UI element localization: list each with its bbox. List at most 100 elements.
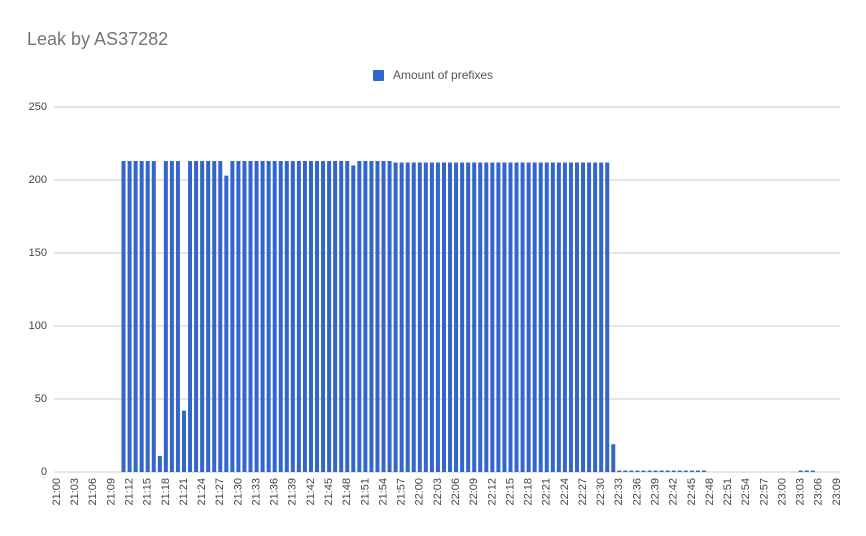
bar (212, 161, 217, 472)
bar (200, 161, 205, 472)
x-tick-label: 22:03 (432, 478, 444, 506)
x-tick-label: 22:39 (649, 478, 661, 506)
y-tick-label: 100 (29, 320, 47, 332)
bar (260, 161, 265, 472)
bar (532, 162, 537, 473)
bar (611, 444, 616, 472)
bar (466, 162, 471, 473)
bar (417, 162, 422, 473)
bar (605, 162, 610, 473)
bar (266, 161, 271, 472)
bar (302, 161, 307, 472)
bar (701, 470, 706, 472)
x-tick-label: 21:51 (359, 478, 371, 506)
bar (472, 162, 477, 473)
bar (145, 161, 150, 472)
x-tick-label: 23:00 (776, 478, 788, 506)
bar (194, 161, 199, 472)
bar (804, 470, 809, 472)
x-tick-label: 22:30 (595, 478, 607, 506)
bar (308, 161, 313, 472)
bar (454, 162, 459, 473)
bar (581, 162, 586, 473)
bar (157, 455, 162, 472)
bar (798, 470, 803, 472)
bar (423, 162, 428, 473)
bar (206, 161, 211, 472)
x-tick-label: 22:51 (722, 478, 734, 506)
bar (363, 161, 368, 472)
bar (327, 161, 332, 472)
x-tick-label: 21:06 (87, 478, 99, 506)
x-tick-label: 21:48 (341, 478, 353, 506)
x-tick-label: 21:39 (287, 478, 299, 506)
x-tick-label: 23:09 (831, 478, 843, 506)
bar (574, 162, 579, 473)
bar (405, 162, 410, 473)
bar (478, 162, 483, 473)
bar (345, 161, 350, 472)
bar (587, 162, 592, 473)
x-tick-label: 22:54 (740, 478, 752, 506)
bar (242, 161, 247, 472)
bar (296, 161, 301, 472)
bar (568, 162, 573, 473)
bar (526, 162, 531, 473)
bar (441, 162, 446, 473)
y-tick-label: 250 (29, 101, 47, 113)
x-tick-label: 21:42 (305, 478, 317, 506)
bar (163, 161, 168, 472)
y-tick-label: 150 (29, 247, 47, 259)
bar (181, 410, 186, 472)
x-tick-label: 22:12 (486, 478, 498, 506)
bar (490, 162, 495, 473)
bar (381, 161, 386, 472)
x-tick-label: 22:15 (504, 478, 516, 506)
bar (224, 175, 229, 472)
x-tick-label: 21:24 (196, 478, 208, 506)
bar (290, 161, 295, 472)
bar (357, 161, 362, 472)
bar (448, 162, 453, 473)
bar (387, 161, 392, 472)
bar (683, 470, 688, 472)
chart-title: Leak by AS37282 (27, 29, 168, 49)
bar (550, 162, 555, 473)
bar (236, 161, 241, 472)
bar (635, 470, 640, 472)
x-tick-label: 21:30 (232, 478, 244, 506)
x-tick-label: 21:57 (396, 478, 408, 506)
x-tick-label: 21:27 (214, 478, 226, 506)
x-tick-label: 22:18 (523, 478, 535, 506)
bar (695, 470, 700, 472)
x-tick-label: 21:03 (69, 478, 81, 506)
x-tick-label: 22:24 (559, 478, 571, 506)
y-tick-label: 200 (29, 174, 47, 186)
x-tick-label: 22:48 (704, 478, 716, 506)
bar (520, 162, 525, 473)
x-tick-label: 22:27 (577, 478, 589, 506)
bar (665, 470, 670, 472)
x-tick-label: 22:06 (450, 478, 462, 506)
x-tick-label: 22:45 (686, 478, 698, 506)
legend-swatch (373, 70, 384, 81)
bar (218, 161, 223, 472)
x-tick-label: 22:57 (758, 478, 770, 506)
bar (502, 162, 507, 473)
x-tick-label: 21:36 (269, 478, 281, 506)
bar (641, 470, 646, 472)
x-tick-label: 21:12 (123, 478, 135, 506)
x-tick-label: 21:18 (160, 478, 172, 506)
x-tick-label: 21:15 (142, 478, 154, 506)
bar (321, 161, 326, 472)
bar (139, 161, 144, 472)
bar (496, 162, 501, 473)
bar (538, 162, 543, 473)
bar (689, 470, 694, 472)
bar (653, 470, 658, 472)
bar (460, 162, 465, 473)
bar (562, 162, 567, 473)
bar (278, 161, 283, 472)
legend-label: Amount of prefixes (393, 68, 493, 82)
